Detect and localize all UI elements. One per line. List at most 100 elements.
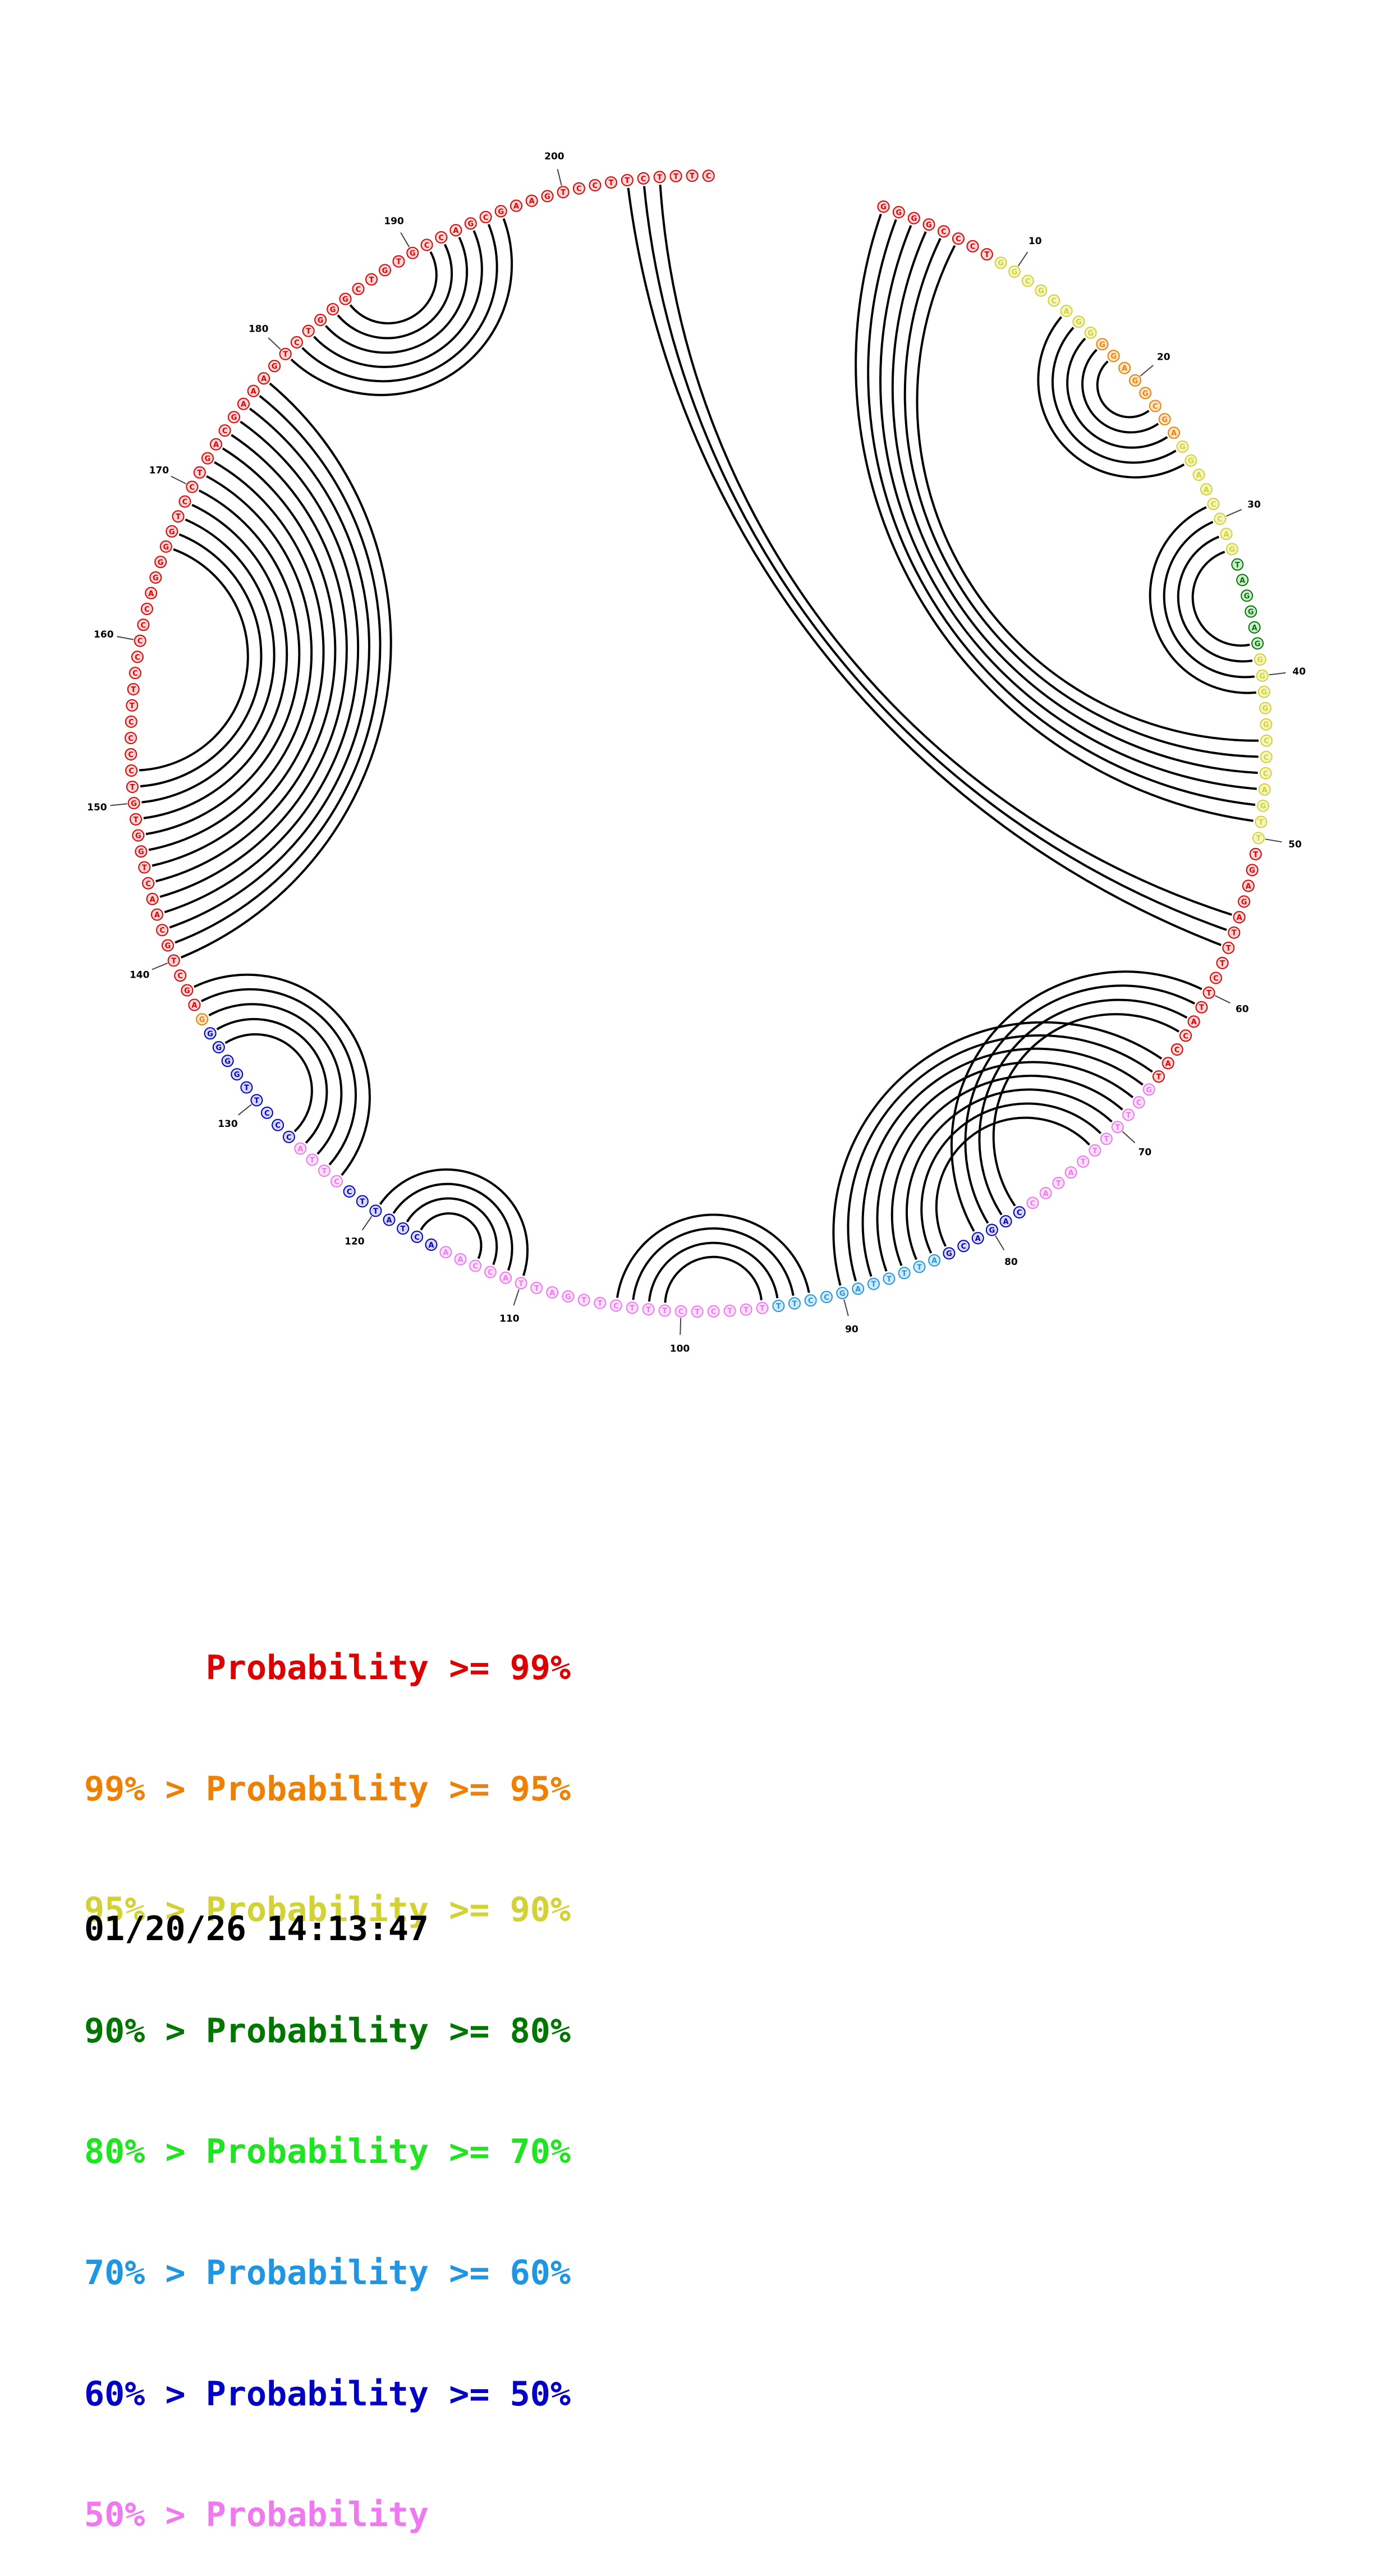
base-pair-arc-30-40: [1163, 521, 1255, 679]
nucleotide-56: T: [1228, 926, 1241, 939]
nucleotide-113: C: [469, 1259, 482, 1272]
nucleotide-26: G: [1185, 454, 1197, 467]
nucleotide-circle: [1162, 1057, 1174, 1070]
nucleotide-letter: T: [134, 816, 139, 824]
nucleotide-letter: T: [673, 173, 678, 181]
nucleotide-letter: T: [561, 189, 566, 197]
nucleotide-letter: T: [727, 1308, 732, 1316]
nucleotide-letter: G: [1261, 689, 1267, 697]
index-label-190: 190: [384, 216, 404, 227]
nucleotide-letter: A: [975, 1235, 981, 1243]
nucleotide-letter: A: [251, 388, 256, 396]
legend-row-p50: 60% > Probability >= 50%: [84, 2373, 571, 2416]
nucleotide-171: T: [193, 466, 206, 479]
nucleotide-circle: [557, 186, 570, 199]
nucleotide-52: G: [1246, 864, 1259, 877]
nucleotide-circle: [1100, 1133, 1113, 1145]
nucleotide-194: G: [464, 217, 477, 230]
probability-legend: Probability >= 99% 99% > Probability >= …: [84, 1569, 571, 2576]
nucleotide-circle: [1139, 387, 1152, 400]
nucleotide-letter: A: [1003, 1218, 1008, 1226]
nucleotide-circle: [892, 206, 905, 218]
nucleotide-circle: [1158, 413, 1171, 425]
legend-text: 80% > Probability >= 70%: [84, 2132, 571, 2172]
nucleotide-134: G: [212, 1041, 225, 1053]
nucleotide-circle: [439, 1246, 452, 1259]
nucleotide-circle: [898, 1267, 911, 1280]
base-pair-arc-110-120: [379, 1168, 529, 1276]
nucleotide-letter: C: [1051, 297, 1057, 306]
nucleotide-circle: [1179, 1029, 1192, 1042]
nucleotide-circle: [1236, 574, 1249, 586]
nucleotide-95: T: [756, 1301, 769, 1314]
nucleotide-circle: [1246, 864, 1259, 877]
nucleotide-letter: T: [917, 1263, 922, 1272]
nucleotide-letter: T: [695, 1308, 700, 1317]
nucleotide-circle: [228, 411, 240, 424]
nucleotide-circle: [1241, 589, 1254, 602]
base-pair-arc-184-192: [337, 244, 453, 340]
nucleotide-154: C: [125, 732, 137, 744]
nucleotide-letter: A: [503, 1275, 508, 1283]
base-pair-arc-145-173: [155, 447, 337, 883]
nucleotide-31: A: [1220, 528, 1233, 540]
nucleotide-100: C: [674, 1305, 687, 1318]
base-pair-arc-181-195: [301, 224, 498, 383]
base-pair-arc-63-78: [992, 1013, 1180, 1207]
base-pair-arc-180-196: [290, 218, 513, 396]
nucleotide-149: T: [130, 813, 142, 826]
nucleotide-letter: A: [443, 1249, 448, 1257]
nucleotide-155: C: [125, 715, 137, 728]
nucleotide-circle: [135, 845, 148, 858]
nucleotide-circle: [250, 1094, 263, 1107]
base-pair-arc-66-89: [847, 1034, 1153, 1282]
nucleotide-letter: C: [145, 880, 151, 888]
nucleotide-circle: [499, 1271, 512, 1284]
nucleotide-letter: G: [158, 558, 164, 567]
nucleotide-letter: T: [1126, 1111, 1131, 1120]
nucleotide-127: C: [282, 1130, 295, 1143]
nucleotide-circle: [1170, 1043, 1183, 1056]
nucleotide-letter: T: [534, 1285, 539, 1293]
base-pair-arc-205-56: [643, 186, 1227, 931]
nucleotide-letter: G: [911, 215, 917, 223]
nucleotide-letter: T: [657, 173, 662, 182]
nucleotide-186: C: [352, 282, 365, 295]
nucleotide-letter: G: [1229, 546, 1235, 554]
nucleotide-letter: C: [961, 1243, 967, 1251]
nucleotide-letter: T: [1115, 1124, 1120, 1132]
nucleotide-letter: T: [630, 1304, 635, 1313]
index-tick-130: [238, 1104, 252, 1116]
nucleotide-168: T: [172, 510, 185, 523]
nucleotide-ring: GGGGCCCTGGCGCAGGGGAGGCGAGGAACCAGTAGGAGGG…: [125, 169, 1273, 1318]
nucleotide-letter: C: [128, 718, 134, 727]
nucleotide-172: G: [201, 452, 214, 465]
nucleotide-circle: [268, 360, 281, 373]
nucleotide-circle: [127, 683, 140, 695]
nucleotide-circle: [343, 1185, 356, 1198]
nucleotide-153: C: [125, 748, 137, 760]
nucleotide-151: T: [126, 781, 139, 793]
base-pair-arc-143-175: [164, 420, 360, 914]
nucleotide-circle: [154, 556, 167, 569]
nucleotide-162: C: [140, 603, 153, 615]
index-label-70: 70: [1138, 1147, 1152, 1158]
nucleotide-letter: T: [306, 328, 311, 336]
nucleotide-circle: [1214, 512, 1227, 525]
nucleotide-circle: [240, 1081, 253, 1094]
nucleotide-110: T: [515, 1277, 527, 1290]
base-pair-arc-146-172: [152, 461, 325, 867]
nucleotide-circle: [999, 1215, 1012, 1228]
nucleotide-103: T: [626, 1301, 639, 1314]
base-pair-arc-140-178: [180, 382, 392, 959]
nucleotide-123: C: [330, 1175, 343, 1188]
index-tick-110: [513, 1289, 520, 1306]
nucleotide-185: G: [339, 292, 352, 305]
nucleotide-circle: [454, 1253, 467, 1266]
index-label-170: 170: [149, 465, 169, 476]
nucleotide-72: T: [1089, 1144, 1101, 1157]
nucleotide-circle: [1060, 305, 1073, 317]
base-pair-arc-67-88: [861, 1047, 1144, 1277]
nucleotide-4: G: [922, 218, 935, 231]
nucleotide-letter: T: [887, 1275, 892, 1284]
